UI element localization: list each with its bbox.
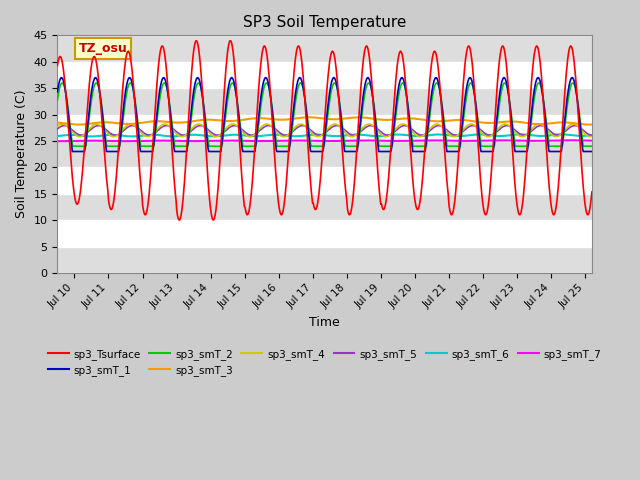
sp3_smT_7 — [536, 138, 544, 144]
sp3_smT_4 — [54, 124, 61, 130]
sp3_smT_5 — [169, 126, 177, 132]
sp3_smT_5 — [320, 131, 328, 136]
sp3_smT_5 — [265, 123, 273, 129]
Line: sp3_smT_5: sp3_smT_5 — [58, 126, 592, 135]
sp3_smT_1 — [87, 94, 95, 99]
Text: TZ_osu: TZ_osu — [79, 42, 127, 55]
sp3_smT_7 — [106, 138, 113, 144]
sp3_smT_1 — [106, 149, 114, 155]
sp3_smT_3 — [321, 116, 328, 121]
sp3_smT_5 — [106, 130, 113, 135]
Line: sp3_smT_4: sp3_smT_4 — [58, 124, 592, 137]
sp3_smT_1 — [296, 75, 303, 81]
X-axis label: Time: Time — [309, 316, 340, 329]
sp3_smT_1 — [54, 89, 61, 95]
sp3_Tsurface — [538, 72, 545, 78]
Legend: sp3_Tsurface, sp3_smT_1, sp3_smT_2, sp3_smT_3, sp3_smT_4, sp3_smT_5, sp3_smT_6, : sp3_Tsurface, sp3_smT_1, sp3_smT_2, sp3_… — [44, 345, 606, 380]
Bar — [58, 247, 592, 273]
sp3_smT_6 — [86, 133, 94, 139]
sp3_smT_7 — [588, 138, 596, 144]
sp3_smT_7 — [564, 137, 572, 143]
sp3_smT_7 — [287, 138, 295, 144]
sp3_smT_6 — [54, 133, 61, 139]
sp3_smT_6 — [588, 132, 596, 138]
sp3_smT_4 — [86, 125, 94, 131]
sp3_smT_2 — [588, 144, 596, 149]
Line: sp3_smT_2: sp3_smT_2 — [58, 83, 592, 146]
sp3_smT_3 — [87, 120, 95, 126]
sp3_smT_1 — [321, 134, 328, 140]
sp3_smT_3 — [305, 114, 313, 120]
sp3_Tsurface — [86, 73, 94, 79]
sp3_smT_6 — [88, 133, 95, 139]
sp3_smT_2 — [288, 128, 296, 133]
sp3_smT_2 — [69, 144, 77, 149]
sp3_smT_2 — [170, 132, 177, 137]
sp3_smT_6 — [288, 133, 296, 139]
Bar — [58, 194, 592, 220]
sp3_smT_4 — [106, 132, 113, 138]
sp3_smT_7 — [319, 138, 327, 144]
sp3_Tsurface — [289, 86, 296, 92]
sp3_smT_1 — [288, 121, 296, 127]
sp3_smT_3 — [75, 122, 83, 128]
sp3_smT_4 — [538, 122, 545, 128]
sp3_smT_4 — [588, 133, 596, 139]
Line: sp3_smT_1: sp3_smT_1 — [58, 78, 592, 152]
sp3_smT_6 — [537, 133, 545, 139]
sp3_smT_3 — [288, 116, 296, 122]
sp3_smT_3 — [54, 120, 61, 125]
sp3_smT_4 — [320, 130, 328, 136]
Line: sp3_smT_3: sp3_smT_3 — [58, 117, 592, 125]
sp3_smT_2 — [87, 102, 95, 108]
sp3_smT_4 — [170, 128, 177, 133]
sp3_Tsurface — [321, 118, 328, 123]
Y-axis label: Soil Temperature (C): Soil Temperature (C) — [15, 90, 28, 218]
sp3_smT_2 — [321, 139, 328, 145]
sp3_smT_2 — [106, 144, 114, 149]
sp3_Tsurface — [209, 217, 217, 223]
sp3_smT_1 — [538, 84, 545, 90]
Bar — [58, 36, 592, 62]
sp3_smT_4 — [450, 134, 458, 140]
sp3_smT_5 — [537, 123, 545, 129]
sp3_smT_3 — [106, 120, 114, 125]
sp3_smT_6 — [320, 132, 328, 138]
sp3_smT_3 — [538, 121, 545, 127]
sp3_Tsurface — [169, 155, 177, 160]
sp3_smT_3 — [170, 120, 177, 125]
sp3_smT_1 — [588, 149, 596, 155]
Line: sp3_Tsurface: sp3_Tsurface — [58, 41, 592, 220]
sp3_Tsurface — [54, 63, 61, 69]
sp3_Tsurface — [588, 189, 596, 195]
sp3_smT_4 — [288, 128, 296, 133]
Bar — [58, 141, 592, 168]
sp3_smT_5 — [588, 132, 596, 138]
sp3_smT_2 — [296, 80, 304, 86]
sp3_smT_6 — [170, 133, 177, 139]
sp3_smT_4 — [127, 121, 134, 127]
Bar — [58, 88, 592, 115]
sp3_smT_6 — [557, 132, 565, 137]
Title: SP3 Soil Temperature: SP3 Soil Temperature — [243, 15, 406, 30]
sp3_smT_7 — [54, 138, 61, 144]
sp3_smT_7 — [169, 138, 177, 144]
sp3_Tsurface — [227, 38, 234, 44]
sp3_smT_2 — [538, 85, 545, 91]
sp3_smT_2 — [54, 97, 61, 103]
sp3_smT_6 — [106, 132, 114, 138]
sp3_smT_3 — [588, 121, 596, 127]
Line: sp3_smT_6: sp3_smT_6 — [58, 134, 592, 136]
sp3_smT_5 — [288, 129, 296, 135]
Line: sp3_smT_7: sp3_smT_7 — [58, 140, 592, 141]
sp3_smT_5 — [54, 126, 61, 132]
sp3_smT_7 — [86, 138, 94, 144]
sp3_smT_5 — [86, 127, 94, 133]
sp3_smT_1 — [170, 138, 177, 144]
sp3_Tsurface — [106, 202, 113, 208]
sp3_smT_1 — [68, 149, 76, 155]
